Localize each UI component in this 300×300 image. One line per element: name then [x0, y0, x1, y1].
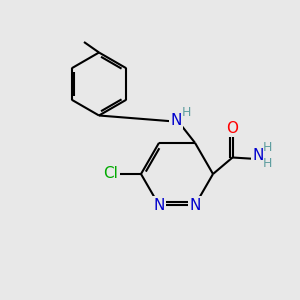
Text: N: N [189, 198, 201, 213]
Text: H: H [263, 157, 273, 170]
Text: H: H [182, 106, 192, 119]
Text: N: N [252, 148, 264, 164]
Text: Cl: Cl [103, 167, 118, 182]
Text: N: N [153, 198, 165, 213]
Text: N: N [170, 113, 182, 128]
Text: H: H [263, 141, 273, 154]
Text: O: O [226, 121, 238, 136]
